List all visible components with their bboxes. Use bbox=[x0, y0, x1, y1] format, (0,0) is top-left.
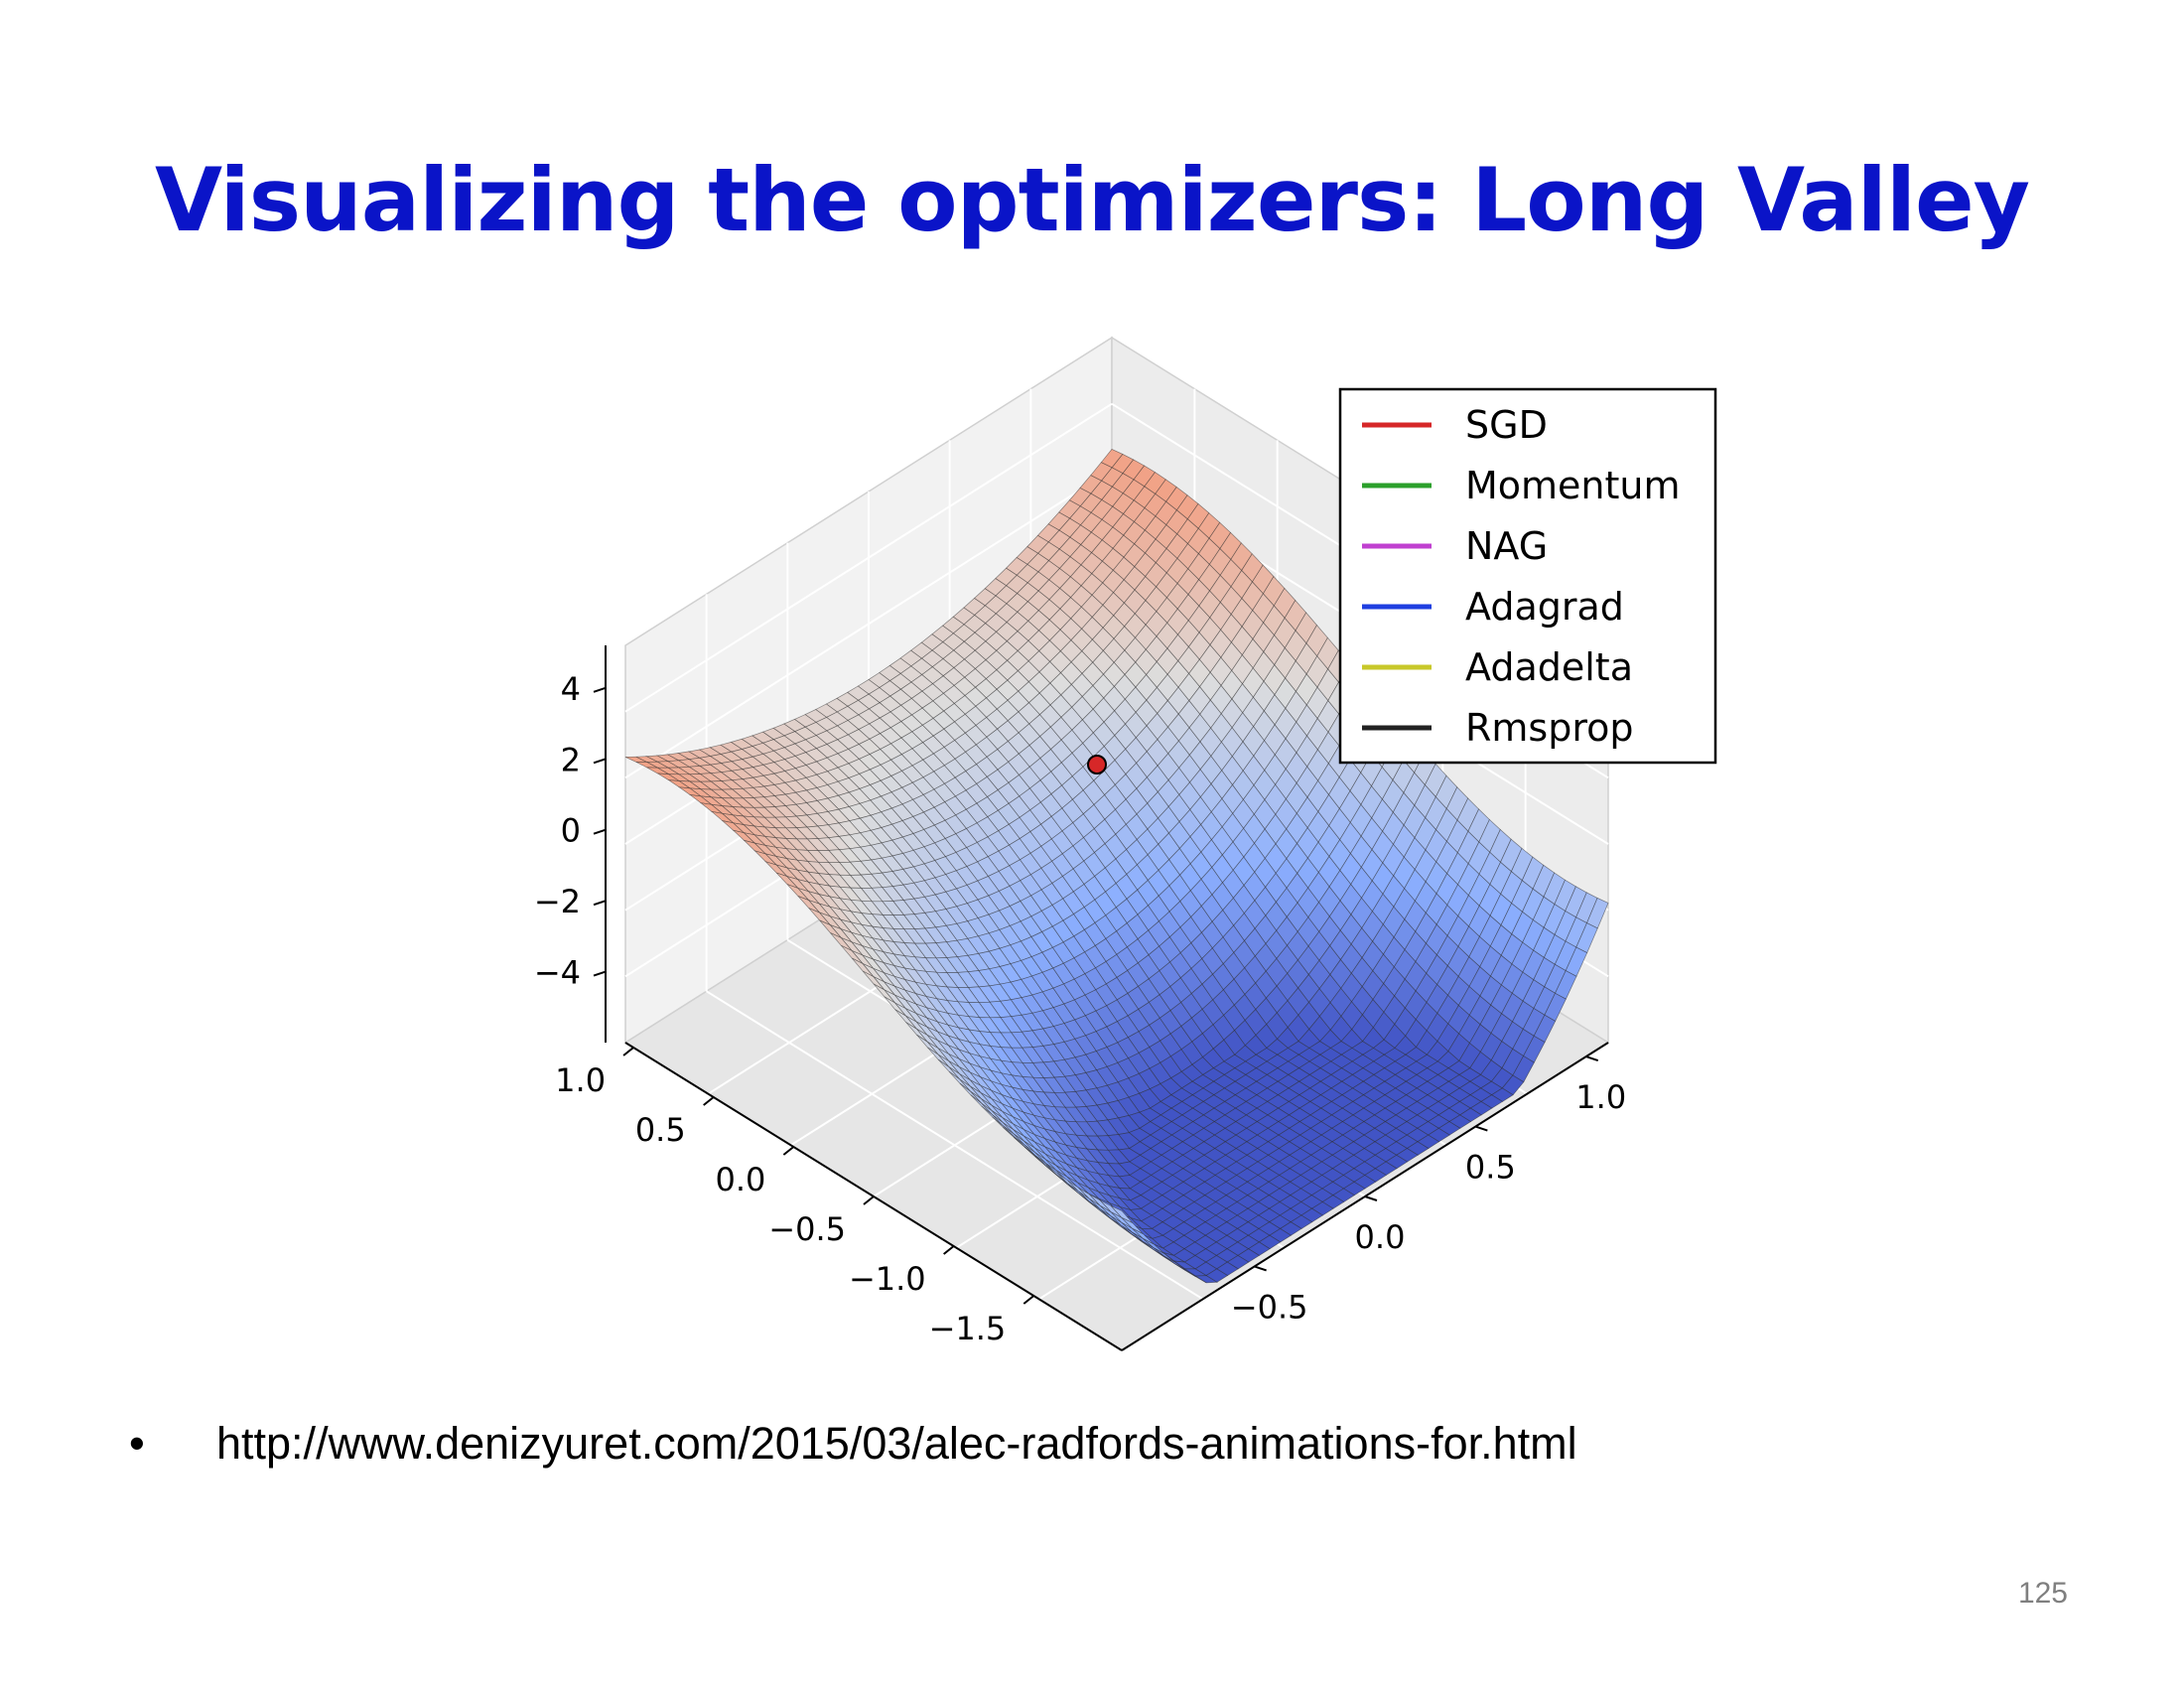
valley-surface bbox=[624, 448, 1609, 1284]
y-tick-mark bbox=[1475, 1125, 1488, 1132]
x-tick-label: 0.0 bbox=[715, 1161, 765, 1198]
x-tick-label: 1.0 bbox=[555, 1061, 606, 1099]
reference-link[interactable]: http://www.denizyuret.com/2015/03/alec-r… bbox=[216, 1418, 1577, 1469]
legend-frame bbox=[1338, 387, 1717, 765]
x-tick-mark bbox=[622, 1047, 634, 1056]
start-point-layer bbox=[1087, 755, 1107, 774]
z-tick-label: −2 bbox=[534, 883, 581, 920]
y-tick-label: 1.0 bbox=[1575, 1078, 1626, 1116]
x-tick-mark bbox=[703, 1096, 715, 1106]
z-tick-mark bbox=[593, 686, 607, 693]
y-tick-mark bbox=[1254, 1265, 1267, 1272]
x-tick-mark bbox=[782, 1146, 794, 1156]
legend-label: SGD bbox=[1465, 403, 1548, 447]
x-tick-label: −1.5 bbox=[929, 1310, 1007, 1347]
y-tick-mark bbox=[1585, 1055, 1599, 1062]
z-tick-label: −4 bbox=[534, 954, 581, 992]
y-tick-label: 0.0 bbox=[1355, 1218, 1406, 1256]
reference-bullet: • http://www.denizyuret.com/2015/03/alec-… bbox=[129, 1418, 1577, 1470]
x-tick-mark bbox=[1023, 1295, 1034, 1305]
x-tick-label: 0.5 bbox=[635, 1111, 686, 1149]
surface-chart: 420−2−41.00.50.0−0.5−1.0−1.51.00.50.0−0.… bbox=[534, 336, 1717, 1351]
start-point-marker bbox=[1087, 755, 1107, 774]
legend-label: Rmsprop bbox=[1465, 706, 1634, 750]
surface-cell bbox=[1110, 1205, 1133, 1223]
z-tick-mark bbox=[593, 900, 607, 907]
x-tick-mark bbox=[943, 1245, 955, 1255]
legend-label: Adagrad bbox=[1465, 585, 1624, 629]
y-tick-label: 0.5 bbox=[1465, 1149, 1516, 1187]
legend-label: Adadelta bbox=[1465, 645, 1633, 689]
x-tick-label: −0.5 bbox=[768, 1210, 846, 1248]
z-tick-label: 0 bbox=[561, 812, 581, 850]
x-tick-mark bbox=[863, 1196, 875, 1205]
bullet-marker: • bbox=[129, 1418, 145, 1469]
z-tick-label: 4 bbox=[561, 670, 581, 708]
z-tick-mark bbox=[593, 970, 607, 977]
z-tick-mark bbox=[593, 828, 607, 835]
y-tick-label: −0.5 bbox=[1231, 1288, 1308, 1326]
z-tick-label: 2 bbox=[561, 741, 581, 778]
z-tick-mark bbox=[593, 758, 607, 765]
axis-ticks: 420−2−41.00.50.0−0.5−1.0−1.51.00.50.0−0.… bbox=[534, 645, 1626, 1351]
x-tick-label: −1.0 bbox=[849, 1260, 926, 1298]
slide-title: Visualizing the optimizers: Long Valley bbox=[154, 149, 2030, 251]
legend-label: NAG bbox=[1465, 524, 1548, 568]
grid-line bbox=[624, 402, 1113, 713]
legend: SGD Momentum NAG Adagrad Adadelta Rmsprop bbox=[1338, 387, 1717, 765]
page-number: 125 bbox=[2017, 1577, 2068, 1610]
legend-label: Momentum bbox=[1465, 464, 1681, 507]
y-tick-mark bbox=[1364, 1196, 1378, 1201]
